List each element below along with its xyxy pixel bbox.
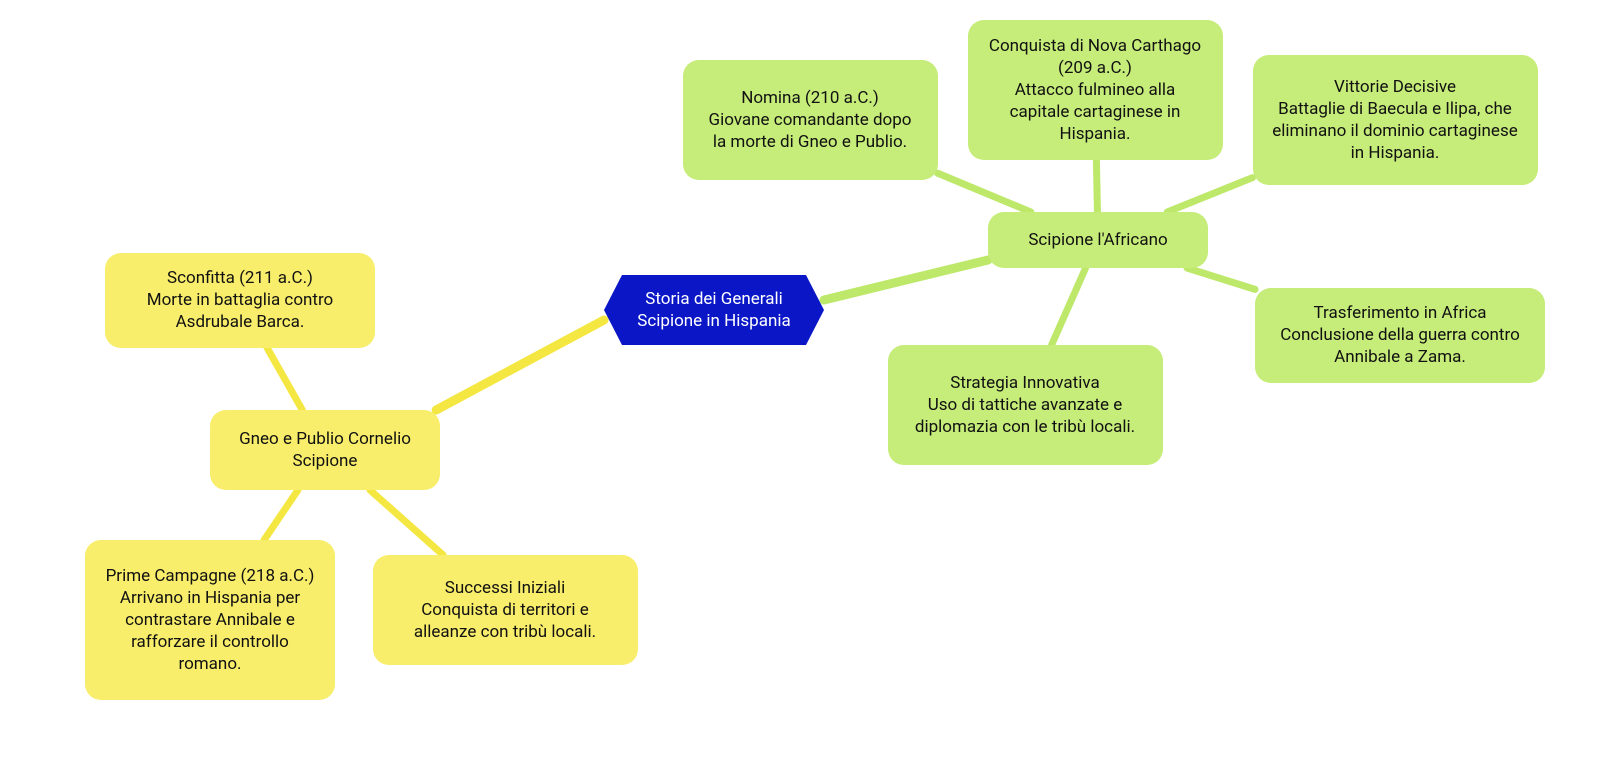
root-label-line1: Storia dei Generali — [637, 288, 790, 310]
leaf-successi-iniziali: Successi InizialiConquista di territori … — [373, 555, 638, 665]
root-label-line2: Scipione in Hispania — [637, 310, 790, 332]
leaf-title: Strategia Innovativa — [906, 372, 1145, 394]
branch-label: Gneo e Publio CornelioScipione — [239, 428, 411, 472]
leaf-title: Nomina (210 a.C.) — [701, 87, 920, 109]
leaf-prime-campagne: Prime Campagne (218 a.C.)Arrivano in His… — [85, 540, 335, 700]
leaf-content: Nomina (210 a.C.)Giovane comandante dopo… — [701, 87, 920, 153]
leaf-desc: Giovane comandante dopo la morte di Gneo… — [701, 109, 920, 153]
leaf-desc: Attacco fulmineo alla capitale cartagine… — [986, 79, 1205, 145]
leaf-desc: Battaglie di Baecula e Ilipa, che elimin… — [1271, 98, 1520, 164]
root-node: Storia dei Generali Scipione in Hispania — [604, 275, 824, 345]
leaf-sconfitta: Sconfitta (211 a.C.)Morte in battaglia c… — [105, 253, 375, 348]
leaf-content: Conquista di Nova Carthago (209 a.C.)Att… — [986, 35, 1205, 145]
leaf-content: Successi InizialiConquista di territori … — [391, 577, 620, 643]
leaf-nova-carthago: Conquista di Nova Carthago (209 a.C.)Att… — [968, 20, 1223, 160]
leaf-title: Vittorie Decisive — [1271, 76, 1520, 98]
branch-scipione-africano: Scipione l'Africano — [988, 212, 1208, 268]
leaf-content: Trasferimento in AfricaConclusione della… — [1273, 302, 1527, 368]
leaf-title: Conquista di Nova Carthago (209 a.C.) — [986, 35, 1205, 79]
leaf-trasferimento-africa: Trasferimento in AfricaConclusione della… — [1255, 288, 1545, 383]
leaf-desc: Conclusione della guerra contro Annibale… — [1273, 324, 1527, 368]
leaf-title: Trasferimento in Africa — [1273, 302, 1527, 324]
leaf-nomina: Nomina (210 a.C.)Giovane comandante dopo… — [683, 60, 938, 180]
leaf-strategia: Strategia InnovativaUso di tattiche avan… — [888, 345, 1163, 465]
leaf-desc: Conquista di territori e alleanze con tr… — [391, 599, 620, 643]
leaf-title: Prime Campagne (218 a.C.) — [103, 565, 317, 587]
leaf-content: Sconfitta (211 a.C.)Morte in battaglia c… — [123, 267, 357, 333]
leaf-desc: Morte in battaglia contro Asdrubale Barc… — [123, 289, 357, 333]
leaf-desc: Uso di tattiche avanzate e diplomazia co… — [906, 394, 1145, 438]
leaf-content: Prime Campagne (218 a.C.)Arrivano in His… — [103, 565, 317, 675]
branch-gneo-publio: Gneo e Publio CornelioScipione — [210, 410, 440, 490]
leaf-content: Vittorie DecisiveBattaglie di Baecula e … — [1271, 76, 1520, 164]
leaf-vittorie-decisive: Vittorie DecisiveBattaglie di Baecula e … — [1253, 55, 1538, 185]
leaf-desc: Arrivano in Hispania per contrastare Ann… — [103, 587, 317, 675]
branch-label: Scipione l'Africano — [1028, 229, 1167, 251]
leaf-content: Strategia InnovativaUso di tattiche avan… — [906, 372, 1145, 438]
leaf-title: Successi Iniziali — [391, 577, 620, 599]
leaf-title: Sconfitta (211 a.C.) — [123, 267, 357, 289]
